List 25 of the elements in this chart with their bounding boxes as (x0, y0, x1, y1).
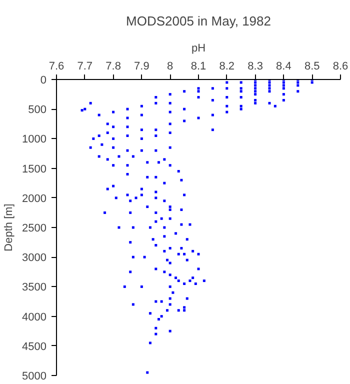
y-tick-label: 1000 (22, 134, 47, 146)
x-tick-label: 8.5 (304, 60, 320, 72)
y-tick-label: 2500 (22, 222, 47, 234)
y-tick-label: 0 (40, 74, 47, 86)
x-tick-label: 7.9 (134, 60, 150, 72)
x-tick-label: 8.1 (190, 60, 206, 72)
x-tick-label: 7.6 (48, 60, 64, 72)
y-tick-label: 1500 (22, 163, 47, 176)
y-tick-label: 4000 (22, 311, 47, 324)
y-tick-label: 4500 (22, 340, 47, 353)
x-tick-label: 7.8 (106, 60, 121, 72)
x-axis-title: pH (191, 42, 206, 54)
x-tick-label: 8.3 (248, 60, 263, 72)
x-tick-label: 8.4 (276, 60, 292, 72)
y-tick-label: 3500 (22, 282, 47, 294)
x-tick-label: 7.7 (77, 60, 93, 72)
x-tick-label: 8.6 (332, 60, 348, 72)
x-tick-label: 8 (167, 60, 174, 72)
y-axis-title: Depth [m] (3, 204, 16, 252)
y-tick-label: 5000 (22, 370, 47, 382)
chart-title: MODS2005 in May, 1982 (126, 14, 271, 28)
y-tick-label: 500 (28, 104, 47, 116)
x-tick-label: 8.2 (219, 60, 235, 72)
y-tick-label: 3000 (22, 252, 47, 264)
y-tick-label: 2000 (22, 192, 47, 205)
